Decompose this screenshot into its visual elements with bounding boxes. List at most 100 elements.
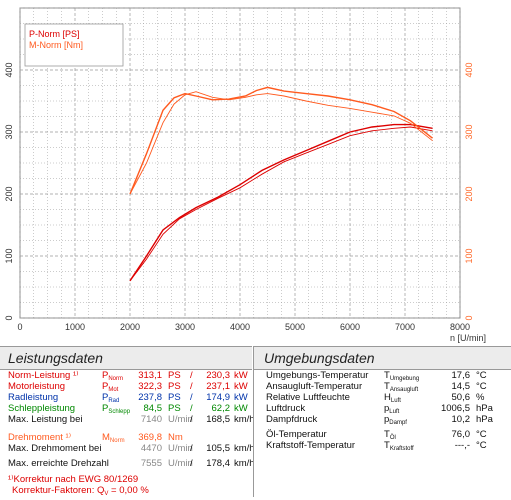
separator: / xyxy=(190,443,193,454)
unit: PS xyxy=(168,392,181,403)
label: Schleppleistung xyxy=(8,403,76,414)
label: Relative Luftfeuchte xyxy=(266,392,350,403)
unit: PS xyxy=(168,403,181,414)
unit: Nm xyxy=(168,432,183,443)
separator: / xyxy=(190,381,193,392)
label: Luftdruck xyxy=(266,403,306,414)
unit: U/min xyxy=(168,458,193,469)
symbol: MNorm xyxy=(102,432,125,444)
torque-row: Drehmoment ¹⁾ MNorm 369,8 Nm xyxy=(0,432,252,444)
label: Kraftstoff-Temperatur xyxy=(266,440,356,451)
value: 1006,5 xyxy=(440,403,470,414)
value-ps: 84,5 xyxy=(143,403,163,414)
environment-row: Ansaugluft-Temperatur TAnsaugluft 14,5 °C xyxy=(254,381,511,393)
y-right-tick-label: 400 xyxy=(464,62,474,77)
label: Dampfdruck xyxy=(266,414,318,425)
value: 14,5 xyxy=(451,381,471,392)
leistungsdaten-header: Leistungsdaten xyxy=(0,346,252,370)
label: Ansaugluft-Temperatur xyxy=(266,381,363,392)
unit: kW xyxy=(234,403,248,414)
y-left-tick-label: 100 xyxy=(4,248,14,263)
umgebungsdaten-title: Umgebungsdaten xyxy=(264,350,375,366)
umgebungsdaten-panel: Umgebungsdaten Umgebungs-Temperatur TUmge… xyxy=(254,346,511,497)
value: 369,8 xyxy=(138,432,162,443)
series-line xyxy=(129,123,433,282)
unit: U/min xyxy=(168,443,193,454)
value: 10,2 xyxy=(451,414,471,425)
x-tick-label: 3000 xyxy=(175,322,195,332)
y-left-tick-label: 0 xyxy=(4,315,14,320)
symbol: TUmgebung xyxy=(384,370,420,382)
legend: P-Norm [PS]M-Norm [Nm] xyxy=(24,23,124,67)
unit: U/min xyxy=(168,414,193,425)
value-kw: 174,9 xyxy=(206,392,230,403)
label: Drehmoment ¹⁾ xyxy=(8,432,72,443)
value: 7555 xyxy=(140,458,162,469)
label: Max. Leistung bei xyxy=(8,414,83,425)
leistungsdaten-panel: Leistungsdaten Norm-Leistung ¹⁾ PNorm 313,… xyxy=(0,346,255,497)
unit: kW xyxy=(234,392,248,403)
unit: hPa xyxy=(476,414,493,425)
y-right-tick-label: 100 xyxy=(464,248,474,263)
value: 4470 xyxy=(140,443,162,454)
x-tick-label: 8000 xyxy=(450,322,470,332)
label: Norm-Leistung ¹⁾ xyxy=(8,370,79,381)
unit: °C xyxy=(476,370,487,381)
value-kw: 62,2 xyxy=(211,403,231,414)
value: ---,- xyxy=(454,440,470,451)
unit: kW xyxy=(234,370,248,381)
x-tick-label: 7000 xyxy=(395,322,415,332)
y-left-tick-label: 200 xyxy=(4,186,14,201)
performance-row: Motorleistung PMot 322,3 PS / 237,1 kW xyxy=(0,381,252,393)
value-ps: 237,8 xyxy=(138,392,162,403)
series-line xyxy=(129,126,433,282)
unit: km/h xyxy=(234,458,255,469)
environment-row: Luftdruck pLuft 1006,5 hPa xyxy=(254,403,511,415)
label: Öl-Temperatur xyxy=(266,429,327,440)
symbol: HLuft xyxy=(384,392,401,404)
y-left-tick-label: 400 xyxy=(4,62,14,77)
performance-row: Schleppleistung PSchlepp 84,5 PS / 62,2 kW xyxy=(0,403,252,415)
separator: / xyxy=(190,458,193,469)
series-layer xyxy=(129,86,433,282)
symbol: PSchlepp xyxy=(102,403,131,415)
label: Max. erreichte Drehzahl xyxy=(8,458,109,469)
unit: °C xyxy=(476,429,487,440)
label: Umgebungs-Temperatur xyxy=(266,370,369,381)
x-tick-label: 0 xyxy=(17,322,22,332)
value: 17,6 xyxy=(451,370,471,381)
unit: % xyxy=(476,392,485,403)
label: Radleistung xyxy=(8,392,59,403)
x-tick-label: 6000 xyxy=(340,322,360,332)
legend-entry: M-Norm [Nm] xyxy=(29,40,83,50)
separator: / xyxy=(190,414,193,425)
footnote: ¹⁾Korrektur nach EWG 80/1269 xyxy=(8,474,139,485)
max-torque-row: Max. Drehmoment bei 4470 U/min/ 105,5 km/h xyxy=(0,443,255,455)
value: 7140 xyxy=(140,414,162,425)
footnote-row: ¹⁾Korrektur nach EWG 80/1269 xyxy=(0,474,252,486)
umgebungsdaten-header: Umgebungsdaten xyxy=(254,346,511,370)
unit: PS xyxy=(168,370,181,381)
x-tick-label: 1000 xyxy=(65,322,85,332)
legend-box xyxy=(24,23,124,67)
value: 168,5 xyxy=(206,414,230,425)
symbol: PNorm xyxy=(102,370,124,382)
panel-divider xyxy=(253,346,254,497)
environment-row: Öl-Temperatur TÖl 76,0 °C xyxy=(254,429,511,441)
value: 105,5 xyxy=(206,443,230,454)
symbol: PRad xyxy=(102,392,120,404)
unit: hPa xyxy=(476,403,493,414)
label: Max. Drehmoment bei xyxy=(8,443,102,454)
x-tick-label: 4000 xyxy=(230,322,250,332)
value-kw: 237,1 xyxy=(206,381,230,392)
correction-row: Korrektur-Faktoren: QV = 0,00 % xyxy=(0,485,252,497)
max-rpm-row: Max. erreichte Drehzahl 7555 U/min/ 178,4 km… xyxy=(0,458,255,470)
max-power-row: Max. Leistung bei 7140 U/min/ 168,5 km/h xyxy=(0,414,255,426)
x-tick-label: 5000 xyxy=(285,322,305,332)
unit: PS xyxy=(168,381,181,392)
performance-row: Radleistung PRad 237,8 PS / 174,9 kW xyxy=(0,392,252,404)
symbol: pDampf xyxy=(384,414,407,426)
value: 178,4 xyxy=(206,458,230,469)
